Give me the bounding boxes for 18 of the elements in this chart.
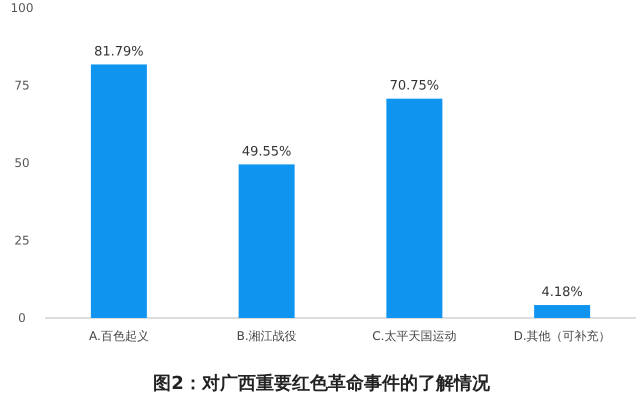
bar bbox=[534, 305, 590, 318]
x-tick-label: B.湘江战役 bbox=[236, 329, 297, 343]
data-label: 49.55% bbox=[242, 144, 292, 160]
data-label: 70.75% bbox=[390, 78, 440, 94]
y-tick-label: 50 bbox=[14, 156, 30, 170]
y-tick-label: 100 bbox=[10, 1, 34, 15]
y-tick-label: 75 bbox=[14, 78, 30, 92]
bar bbox=[90, 64, 147, 318]
text: 图2：对广西重要红色革命事件的了解情况 bbox=[153, 373, 491, 394]
x-tick-label: D.其他（可补充） bbox=[514, 329, 611, 343]
y-tick-label: 0 bbox=[18, 311, 26, 325]
y-tick-label: 25 bbox=[14, 234, 30, 248]
x-tick-label: C.太平天国运动 bbox=[372, 329, 456, 343]
data-label: 4.18% bbox=[541, 285, 583, 300]
data-label: 81.79% bbox=[94, 44, 144, 60]
bar bbox=[386, 98, 442, 318]
bar bbox=[238, 164, 295, 318]
x-tick-label: A.百色起义 bbox=[88, 329, 149, 343]
